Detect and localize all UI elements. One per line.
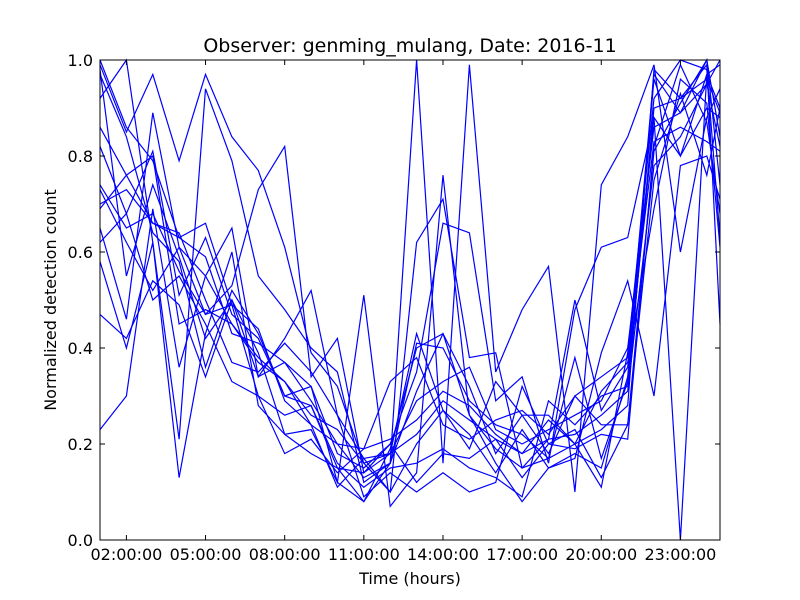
- x-tick-label: 02:00:00: [90, 545, 162, 564]
- x-tick-label: 14:00:00: [407, 545, 479, 564]
- series-line-14: [99, 59, 721, 494]
- series-line-16: [99, 74, 721, 541]
- axes-layer: 02:00:00 05:00:00 08:00:00 11:00:00 14:00:00…: [68, 51, 721, 564]
- x-tick-label: 08:00:00: [249, 545, 321, 564]
- series-line-13: [99, 155, 721, 508]
- x-tick-label: 23:00:00: [644, 545, 716, 564]
- y-tick-label: 0.2: [68, 435, 93, 454]
- axes-frame: [99, 59, 721, 541]
- series-line-12: [99, 63, 721, 498]
- chart-title: Observer: genming_mulang, Date: 2016-11: [203, 35, 616, 57]
- y-axis-label: Normalized detection count: [41, 189, 60, 411]
- y-tick-label: 0.8: [68, 147, 93, 166]
- series-line-8: [99, 91, 721, 474]
- series-line-6: [99, 79, 721, 494]
- y-tick-label: 0.0: [68, 531, 93, 550]
- y-tick-label: 0.6: [68, 243, 93, 262]
- y-tick-label: 0.4: [68, 339, 93, 358]
- x-tick-label: 05:00:00: [170, 545, 242, 564]
- y-tick-label: 1.0: [68, 51, 93, 70]
- series-line-11: [99, 82, 721, 455]
- x-axis-label: Time (hours): [358, 569, 461, 588]
- x-tick-label: 11:00:00: [328, 545, 400, 564]
- x-tick-label: 20:00:00: [565, 545, 637, 564]
- series-layer: [99, 58, 721, 541]
- x-tick-label: 17:00:00: [486, 545, 558, 564]
- series-line-7: [99, 126, 721, 474]
- series-line-9: [99, 68, 721, 484]
